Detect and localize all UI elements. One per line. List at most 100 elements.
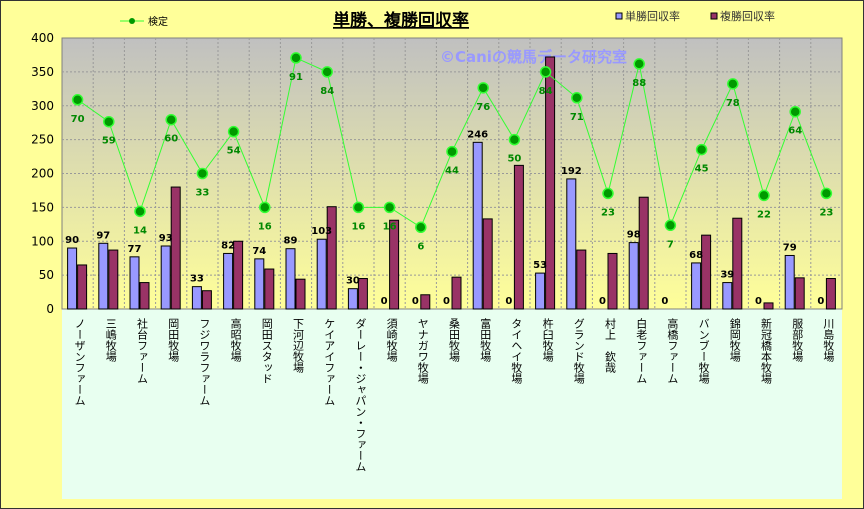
kentei-point xyxy=(165,113,177,126)
data-label-win: 33 xyxy=(190,274,204,285)
data-label-win: 0 xyxy=(443,296,450,307)
data-label-kentei: 50 xyxy=(507,154,521,165)
bar-place xyxy=(732,217,743,310)
data-label-kentei: 44 xyxy=(445,166,459,177)
data-label-kentei: 78 xyxy=(726,98,740,109)
kentei-point xyxy=(134,205,146,218)
bar-win xyxy=(691,262,702,310)
bar-place xyxy=(513,164,524,310)
data-label-kentei: 22 xyxy=(757,209,771,220)
category-label: 下河辺牧場 xyxy=(292,318,305,374)
kentei-point xyxy=(633,58,645,70)
data-label-kentei: 16 xyxy=(258,221,272,232)
category-label: 服部牧場 xyxy=(791,318,804,363)
data-label-win: 0 xyxy=(505,296,512,307)
data-label-kentei: 84 xyxy=(539,86,553,97)
category-label: フジワラファーム xyxy=(198,318,211,406)
y-tick-label: 300 xyxy=(31,99,54,113)
legend-dot-marker xyxy=(129,18,135,24)
kentei-point xyxy=(695,143,708,156)
legend-label-kentei: 検定 xyxy=(148,15,168,28)
data-label-win: 82 xyxy=(221,240,235,251)
data-label-win: 98 xyxy=(627,230,641,241)
data-label-win: 53 xyxy=(533,260,547,271)
data-label-win: 39 xyxy=(720,270,734,281)
category-label: 新冠橋本牧場 xyxy=(760,317,773,385)
data-label-win: 192 xyxy=(561,166,582,177)
bar-place xyxy=(794,277,805,310)
bar-place xyxy=(482,218,493,310)
category-label: 社台ファーム xyxy=(136,317,149,384)
kentei-point xyxy=(103,115,115,128)
category-label: 杵臼牧場 xyxy=(541,317,554,363)
data-label-win: 0 xyxy=(412,296,419,307)
category-label: 三嶋牧場 xyxy=(104,318,117,363)
data-label-win: 68 xyxy=(689,250,703,261)
bar-place xyxy=(264,268,275,310)
data-label-kentei: 6 xyxy=(417,241,424,252)
bar-win xyxy=(160,245,171,310)
category-label: ノーザンファーム xyxy=(73,318,86,406)
kentei-point xyxy=(227,125,240,138)
data-label-win: 97 xyxy=(96,230,110,241)
bar-win xyxy=(784,254,795,310)
kentei-point xyxy=(758,189,770,202)
data-label-win: 103 xyxy=(311,226,332,237)
kentei-point xyxy=(415,221,427,234)
bar-win xyxy=(566,178,577,310)
legend-label-place: 複勝回収率 xyxy=(720,9,775,23)
data-label-kentei: 60 xyxy=(164,134,178,145)
legend: 検定 単勝回収率 複勝回収率 xyxy=(120,9,775,28)
kentei-point xyxy=(290,52,302,64)
category-label-area xyxy=(62,309,842,499)
kentei-point xyxy=(446,145,458,158)
category-label: グランド牧場 xyxy=(572,318,585,385)
category-label: 高昭牧場 xyxy=(229,317,242,363)
chart-title: 単勝、複勝回収率 xyxy=(333,10,469,31)
kentei-point xyxy=(477,82,489,94)
category-label: バンブー牧場 xyxy=(697,318,710,385)
watermark: ©Caniの競馬データ研究室 xyxy=(440,48,627,66)
bar-win xyxy=(535,272,546,310)
kentei-point xyxy=(71,94,84,106)
bar-place xyxy=(139,282,150,310)
kentei-point xyxy=(321,66,333,78)
bar-place xyxy=(825,278,836,310)
data-label-kentei: 23 xyxy=(819,207,833,218)
data-label-win: 77 xyxy=(128,244,142,255)
data-label-win: 89 xyxy=(284,236,298,247)
category-label: 錦岡牧場 xyxy=(728,317,741,363)
y-tick-label: 150 xyxy=(31,200,54,214)
category-label: 富田牧場 xyxy=(479,317,492,363)
category-label: 岡田牧場 xyxy=(167,318,180,363)
category-label: タイヘイ牧場 xyxy=(510,318,523,385)
bar-win xyxy=(722,282,733,310)
data-label-kentei: 16 xyxy=(351,221,365,232)
data-label-kentei: 54 xyxy=(227,146,241,157)
data-label-win: 0 xyxy=(381,296,388,307)
data-label-win: 0 xyxy=(817,296,824,307)
kentei-point xyxy=(196,167,209,180)
data-label-kentei: 88 xyxy=(632,78,646,89)
y-axis: 0 50 100 150 200 250 300 350 400 xyxy=(31,31,54,316)
kentei-point xyxy=(352,201,365,214)
category-labels: ノーザンファーム 三嶋牧場 社台ファーム 岡田牧場 フジワラファーム 高昭牧場 岡田スタッド… xyxy=(73,317,835,472)
bar-place xyxy=(701,234,712,310)
legend-swatch-place xyxy=(710,12,718,20)
line-series: 70 59 14 60 33 54 16 91 84 16 16 6 44 76 50 84 71 23 88 7 45… xyxy=(71,52,833,252)
bar-win xyxy=(472,141,483,310)
data-label-win: 90 xyxy=(65,235,79,246)
bar-place xyxy=(389,219,400,310)
data-label-kentei: 71 xyxy=(570,112,584,123)
category-label: ヤナガワ牧場 xyxy=(416,318,429,385)
bar-win xyxy=(285,248,296,310)
data-label-kentei: 23 xyxy=(601,207,615,218)
data-label-kentei: 91 xyxy=(289,72,303,83)
bar-win xyxy=(628,242,639,310)
kentei-point xyxy=(664,219,677,232)
bar-place xyxy=(420,294,431,310)
data-label-kentei: 14 xyxy=(133,225,147,236)
legend-label-win: 単勝回収率 xyxy=(625,9,680,23)
data-label-win: 30 xyxy=(346,276,360,287)
